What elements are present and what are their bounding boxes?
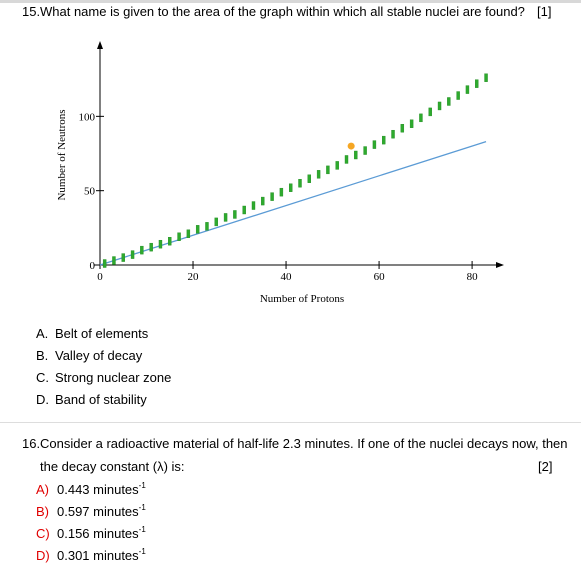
option-text: 0.443 minutes-1 xyxy=(57,482,146,498)
option-letter: A) xyxy=(36,482,49,497)
option-value: 0.301 minutes xyxy=(57,548,139,563)
stable-nucleus xyxy=(223,213,228,222)
stable-nucleus xyxy=(298,179,302,188)
x-tick-label: 0 xyxy=(97,271,103,283)
y-axis-arrow xyxy=(97,41,103,49)
option-value: 0.443 minutes xyxy=(57,482,139,497)
highlight-point xyxy=(347,142,355,150)
y-tick-label: 0 xyxy=(90,260,96,272)
stable-nucleus xyxy=(316,170,321,179)
option-letter: D) xyxy=(36,548,50,563)
stable-nucleus xyxy=(205,222,209,231)
stable-nucleus xyxy=(288,183,293,192)
option-text: 0.597 minutes-1 xyxy=(57,504,146,520)
option-text: Belt of elements xyxy=(55,326,149,341)
stable-nucleus xyxy=(242,205,246,215)
separator xyxy=(0,422,581,423)
question-marks: [2] xyxy=(538,459,553,474)
stable-nucleus xyxy=(102,259,107,268)
option-letter: C. xyxy=(36,370,49,385)
question-text: the decay constant (λ) is: xyxy=(40,459,185,474)
stable-nucleus xyxy=(279,187,284,197)
stable-nucleus xyxy=(158,239,163,249)
option-letter: D. xyxy=(36,392,49,407)
option-value: 0.597 minutes xyxy=(57,504,139,519)
stable-nucleus xyxy=(456,91,460,100)
top-rule xyxy=(0,0,581,3)
option-text: Strong nuclear zone xyxy=(55,370,172,385)
stable-nucleus xyxy=(344,155,349,164)
stable-nucleus xyxy=(307,174,312,183)
x-axis-arrow xyxy=(496,262,504,268)
stable-nucleus xyxy=(140,245,144,255)
stable-nucleus xyxy=(428,107,432,117)
stable-nucleus xyxy=(335,161,339,170)
option-value: 0.156 minutes xyxy=(57,526,139,541)
stable-nucleus xyxy=(437,101,442,111)
option-text: Valley of decay xyxy=(55,348,143,363)
option-letter: B. xyxy=(36,348,49,363)
stable-nucleus xyxy=(121,253,125,262)
stable-nucleus xyxy=(168,237,172,246)
stable-nucleus xyxy=(326,165,330,175)
reference-line xyxy=(99,141,487,266)
option-text: Band of stability xyxy=(55,392,147,407)
stable-nucleus xyxy=(112,256,116,265)
stable-nucleus xyxy=(391,129,395,139)
stable-nucleus xyxy=(400,124,405,133)
stable-nucleus xyxy=(270,192,274,201)
stable-nucleus xyxy=(447,97,451,106)
x-tick-label: 20 xyxy=(188,271,200,283)
stable-nucleus xyxy=(372,140,377,149)
stable-nucleus xyxy=(195,225,200,234)
option-exponent: -1 xyxy=(138,547,146,556)
y-tick-label: 100 xyxy=(79,111,96,123)
option-exponent: -1 xyxy=(138,481,146,490)
question-number: 15. xyxy=(22,4,41,19)
question-marks: [1] xyxy=(537,4,552,19)
question-text: Consider a radioactive material of half-… xyxy=(40,436,568,451)
stable-nucleus xyxy=(382,135,386,145)
stable-nucleus xyxy=(130,250,135,259)
stable-nucleus xyxy=(177,232,181,241)
stable-nucleus xyxy=(475,79,479,88)
stable-nucleus xyxy=(251,201,256,210)
x-tick-label: 80 xyxy=(467,271,479,283)
x-tick-label: 40 xyxy=(281,271,293,283)
stable-nucleus xyxy=(214,217,218,227)
x-axis-label: Number of Protons xyxy=(260,293,344,305)
question-text: What name is given to the area of the gr… xyxy=(40,4,525,19)
stable-nucleus xyxy=(186,229,191,238)
stable-nucleus xyxy=(465,85,470,94)
x-tick-label: 60 xyxy=(374,271,386,283)
y-axis-label: Number of Neutrons xyxy=(56,109,68,200)
option-text: 0.301 minutes-1 xyxy=(57,548,146,564)
stable-nucleus xyxy=(261,196,265,206)
option-letter: A. xyxy=(36,326,49,341)
option-exponent: -1 xyxy=(138,525,146,534)
stable-nucleus xyxy=(484,73,488,82)
option-text: 0.156 minutes-1 xyxy=(57,526,146,542)
y-tick-label: 50 xyxy=(84,186,96,198)
option-exponent: -1 xyxy=(138,503,146,512)
stable-nucleus xyxy=(363,146,367,155)
option-letter: C) xyxy=(36,526,50,541)
option-letter: B) xyxy=(36,504,49,519)
chart: 0 20 40 60 80 0 50 100 Number of Protons Number o… xyxy=(56,41,504,305)
stable-nucleus xyxy=(233,210,237,219)
stable-nucleus xyxy=(419,113,423,123)
stable-nucleus xyxy=(354,150,358,160)
question-number: 16. xyxy=(22,436,41,451)
stable-nucleus xyxy=(149,242,153,252)
stable-nucleus xyxy=(409,119,414,128)
